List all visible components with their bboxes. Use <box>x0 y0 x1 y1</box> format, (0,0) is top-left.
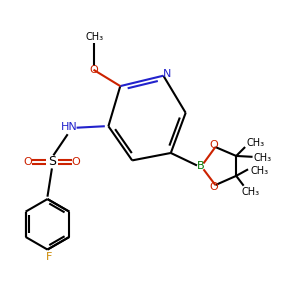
Text: CH₃: CH₃ <box>247 138 265 148</box>
Text: S: S <box>48 155 56 168</box>
Text: O: O <box>24 157 32 167</box>
Text: CH₃: CH₃ <box>242 187 260 196</box>
Text: O: O <box>89 65 98 75</box>
Text: O: O <box>71 157 80 167</box>
Text: O: O <box>209 182 218 193</box>
Text: HN: HN <box>61 122 77 132</box>
Text: CH₃: CH₃ <box>250 166 268 176</box>
Text: CH₃: CH₃ <box>86 32 104 42</box>
Text: B: B <box>197 161 204 171</box>
Text: F: F <box>46 252 52 262</box>
Text: N: N <box>163 69 171 79</box>
Text: CH₃: CH₃ <box>254 153 272 163</box>
Text: O: O <box>209 140 218 150</box>
